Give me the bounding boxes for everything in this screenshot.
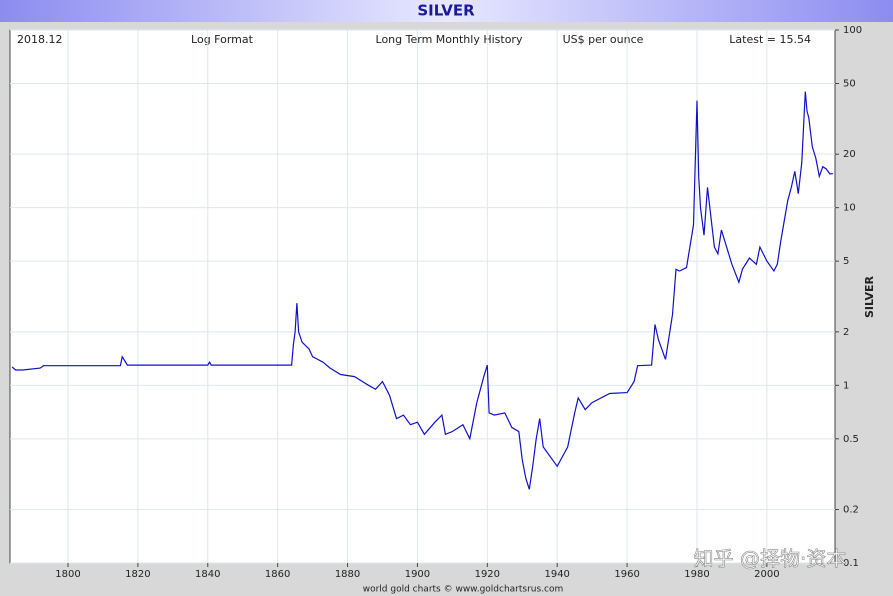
chart-title: SILVER: [417, 2, 475, 20]
header-text: 2018.12: [17, 33, 63, 46]
footer: world gold charts © www.goldchartsrus.co…: [363, 585, 564, 595]
x-tick-label: 1900: [405, 569, 430, 580]
y-tick-label: 0.2: [843, 505, 859, 516]
x-tick-label: 1860: [265, 569, 290, 580]
y-tick-label: 5: [843, 256, 849, 267]
x-tick-label: 1940: [544, 569, 569, 580]
header-text: US$ per ounce: [563, 33, 644, 46]
y-tick-label: 10: [843, 203, 856, 214]
y-tick-label: 20: [843, 149, 856, 160]
x-tick-label: 1800: [55, 569, 80, 580]
header-text: Log Format: [191, 33, 254, 46]
y-tick-label: 0.5: [843, 434, 859, 445]
plot-area: [9, 29, 836, 564]
x-tick-label: 1920: [475, 569, 500, 580]
x-tick-label: 1960: [614, 569, 639, 580]
y-tick-label: 2: [843, 327, 849, 338]
y-axis-label: SILVER: [863, 275, 876, 318]
x-tick-label: 1820: [125, 569, 150, 580]
y-tick-label: 50: [843, 78, 856, 89]
x-tick-label: 2000: [754, 569, 779, 580]
header-text: Latest = 15.54: [729, 33, 811, 46]
x-tick-label: 1840: [195, 569, 220, 580]
y-tick-label: 1: [843, 380, 849, 391]
title-bar: [0, 0, 893, 22]
header-text: Long Term Monthly History: [376, 33, 523, 46]
watermark: 知乎 @择物·资本: [694, 547, 847, 571]
y-tick-label: 100: [843, 25, 862, 36]
y-tick-label: 0.1: [843, 558, 859, 569]
x-tick-label: 1880: [335, 569, 360, 580]
x-tick-label: 1980: [684, 569, 709, 580]
price-line: [11, 91, 833, 490]
